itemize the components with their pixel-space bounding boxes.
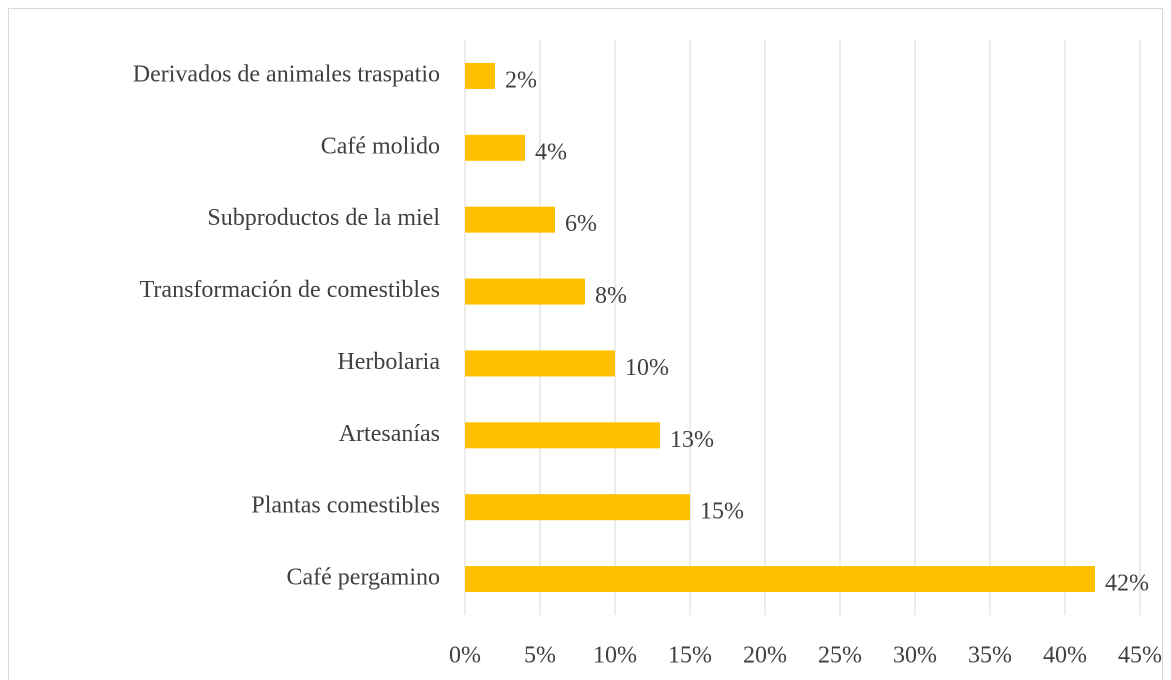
data-label: 13% <box>670 427 714 453</box>
data-label: 4% <box>535 139 567 165</box>
chart-border <box>8 8 1163 680</box>
bar <box>465 62 495 89</box>
y-tick-label: Derivados de animales traspatio <box>133 61 440 87</box>
bar <box>465 206 555 233</box>
data-label: 2% <box>505 67 537 93</box>
y-tick-label: Café pergamino <box>286 565 440 591</box>
x-tick-label: 25% <box>818 643 862 669</box>
y-tick-label: Plantas comestibles <box>251 493 440 519</box>
y-tick-label: Artesanías <box>339 421 440 447</box>
x-tick-label: 40% <box>1043 643 1087 669</box>
x-tick-label: 45% <box>1118 643 1162 669</box>
x-tick-label: 20% <box>743 643 787 669</box>
data-label: 10% <box>625 355 669 381</box>
x-tick-label: 15% <box>668 643 712 669</box>
y-tick-label: Subproductos de la miel <box>207 205 440 231</box>
data-label: 6% <box>565 211 597 237</box>
y-tick-label: Herbolaria <box>337 349 440 375</box>
x-tick-label: 10% <box>593 643 637 669</box>
data-label: 8% <box>595 283 627 309</box>
bar <box>465 566 1095 593</box>
x-tick-label: 0% <box>449 643 481 669</box>
data-label: 15% <box>700 499 744 525</box>
y-tick-label: Transformación de comestibles <box>140 277 440 303</box>
x-tick-label: 35% <box>968 643 1012 669</box>
bar <box>465 278 585 305</box>
bar <box>465 134 525 161</box>
bar <box>465 350 615 377</box>
x-tick-label: 30% <box>893 643 937 669</box>
y-tick-label: Café molido <box>321 133 440 159</box>
bar <box>465 422 660 449</box>
data-label: 42% <box>1105 571 1149 597</box>
bar <box>465 494 690 521</box>
x-tick-label: 5% <box>524 643 556 669</box>
